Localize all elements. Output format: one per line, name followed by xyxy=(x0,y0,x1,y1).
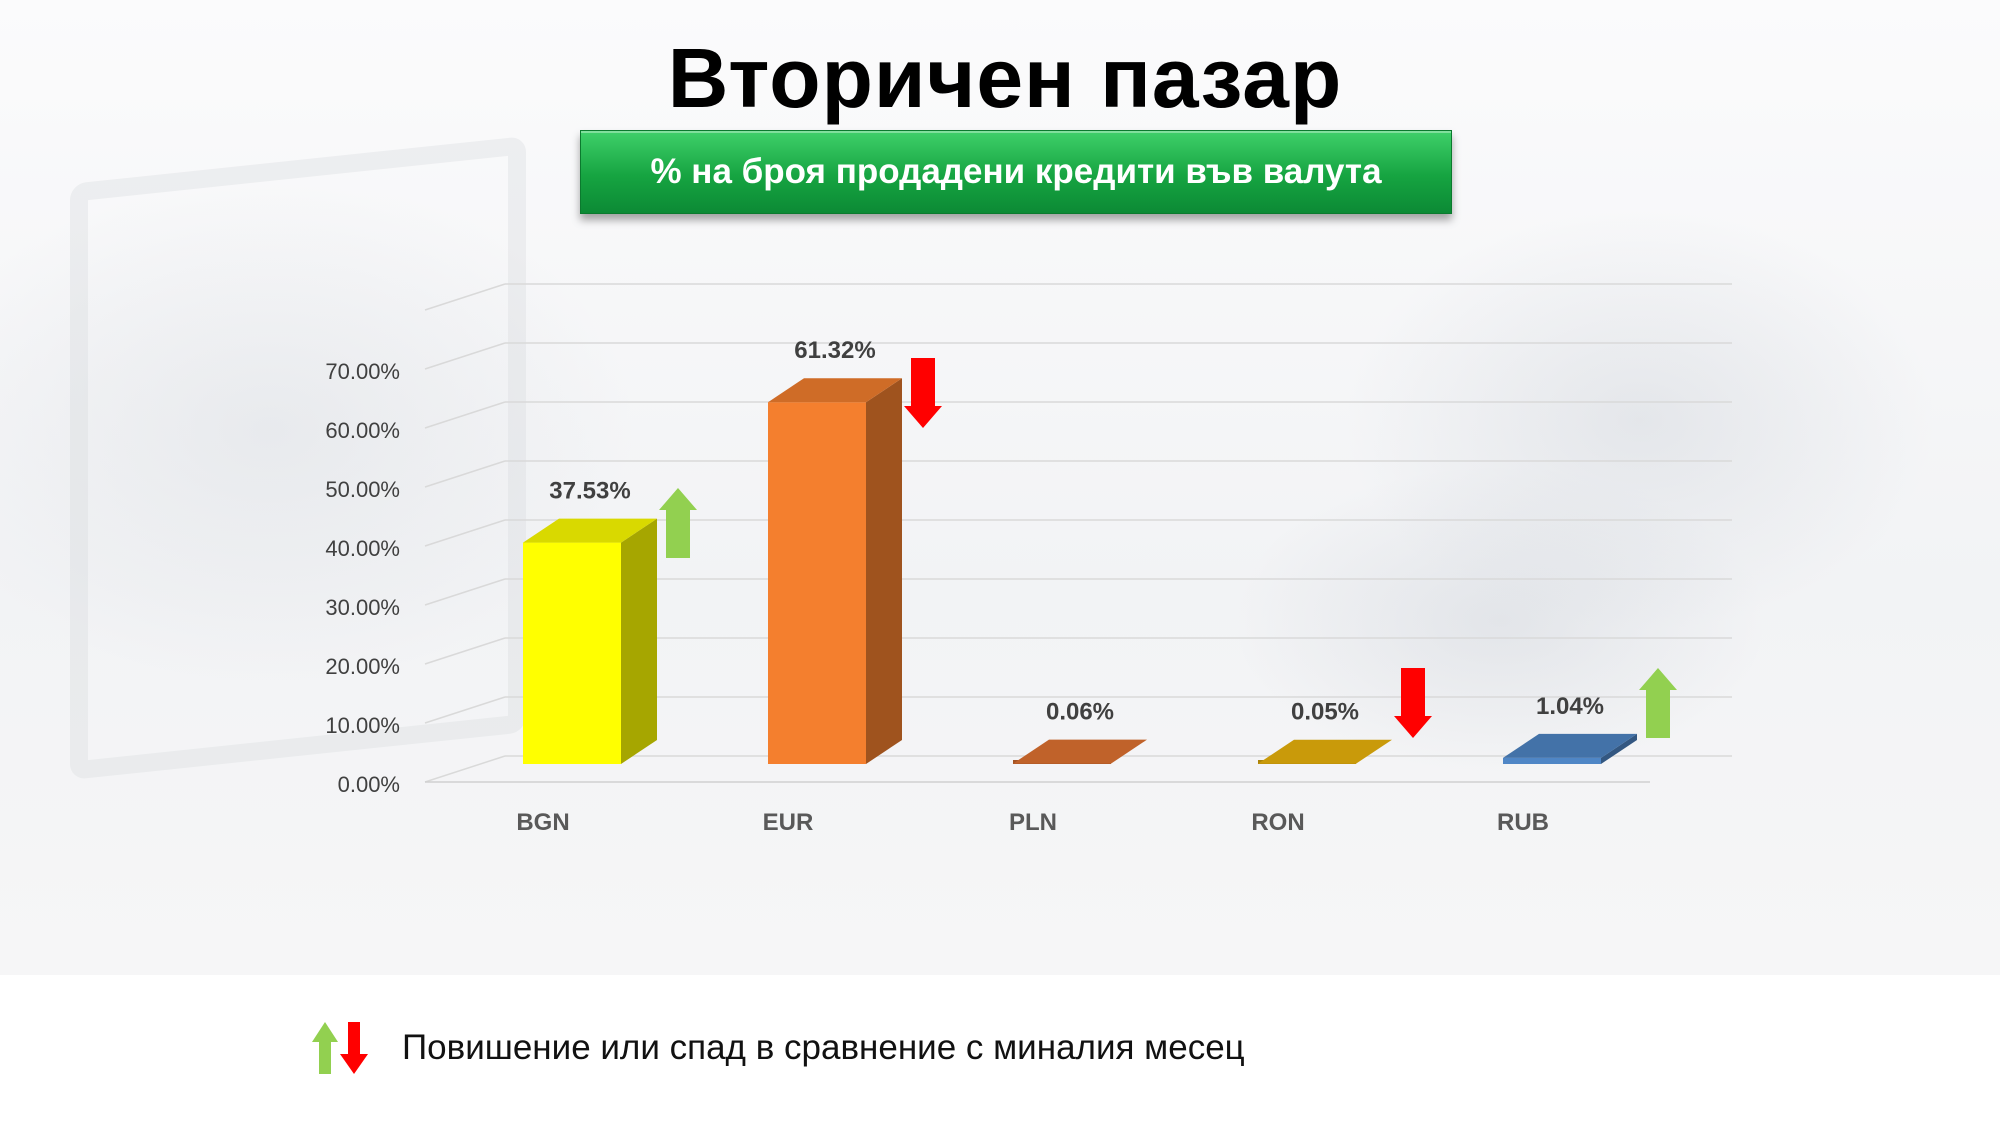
data-label: 1.04% xyxy=(1536,693,1604,720)
legend: Повишение или спад в сравнение с миналия… xyxy=(312,1020,1245,1076)
bar-top xyxy=(1258,739,1392,764)
data-label: 61.32% xyxy=(794,337,875,364)
x-tick-label: EUR xyxy=(763,809,814,836)
legend-arrows xyxy=(312,1022,368,1074)
data-label: 0.05% xyxy=(1291,699,1359,726)
bar-side xyxy=(1601,733,1637,764)
bar xyxy=(523,542,621,764)
bar-side xyxy=(621,518,657,764)
gridline-side xyxy=(424,696,506,724)
red-down-arrow-icon xyxy=(340,1022,368,1074)
x-tick-label: PLN xyxy=(1009,809,1057,836)
data-label: 37.53% xyxy=(549,478,630,505)
x-tick-label: RUB xyxy=(1497,809,1549,836)
x-tick-label: RON xyxy=(1251,809,1304,836)
bar xyxy=(1503,757,1601,764)
y-tick-label: 40.00% xyxy=(325,536,400,561)
y-tick-label: 0.00% xyxy=(338,772,400,797)
bar-top xyxy=(1013,739,1147,764)
gridline-side xyxy=(424,578,506,606)
gridline-side xyxy=(424,342,506,370)
bar-top xyxy=(768,378,902,403)
gridline-side xyxy=(424,755,506,783)
legend-text: Повишение или спад в сравнение с миналия… xyxy=(402,1028,1245,1067)
gridline-side xyxy=(424,401,506,429)
page-title: Вторичен пазар xyxy=(667,31,1343,125)
y-tick-label: 30.00% xyxy=(325,595,400,620)
bar-top xyxy=(523,518,657,543)
gridline-side xyxy=(424,519,506,547)
trend-up-arrow xyxy=(1639,668,1677,738)
y-tick-label: 60.00% xyxy=(325,418,400,443)
bar xyxy=(768,402,866,764)
y-tick-label: 10.00% xyxy=(325,713,400,738)
x-tick-label: BGN xyxy=(516,809,569,836)
y-tick-label: 20.00% xyxy=(325,654,400,679)
gridline-side xyxy=(424,283,506,311)
bar-chart: 0.00% 10.00% 20.00% 30.00% 40.00% 50.00% 60.00… xyxy=(325,283,1732,836)
bar-top xyxy=(1503,733,1637,758)
y-tick-label: 70.00% xyxy=(325,359,400,384)
green-up-arrow-icon xyxy=(312,1022,338,1074)
gridline-side xyxy=(424,460,506,488)
y-tick-label: 50.00% xyxy=(325,477,400,502)
bar-side xyxy=(866,378,902,764)
subtitle-banner: % на броя продадени кредити във валута xyxy=(580,130,1452,214)
trend-down-arrow xyxy=(904,358,942,428)
gridline-side xyxy=(424,637,506,665)
data-label: 0.06% xyxy=(1046,699,1114,726)
trend-up-arrow xyxy=(659,488,697,558)
trend-down-arrow xyxy=(1394,668,1432,738)
